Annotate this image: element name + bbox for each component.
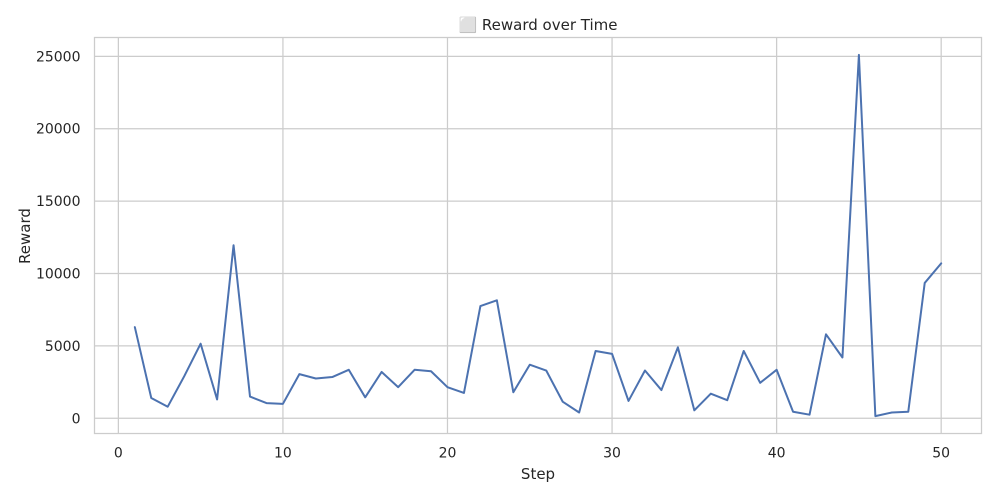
data-point — [132, 325, 137, 330]
y-tick-label: 25000 — [36, 49, 81, 65]
data-point — [412, 367, 417, 372]
y-tick-label: 10000 — [36, 267, 81, 283]
x-tick-label: 50 — [932, 446, 950, 462]
data-point — [807, 412, 812, 417]
data-point — [741, 348, 746, 353]
data-point — [889, 410, 894, 415]
data-point — [527, 362, 532, 367]
y-axis-label: Reward — [16, 208, 34, 264]
data-point — [330, 375, 335, 380]
y-tick-label: 5000 — [45, 339, 81, 355]
data-point — [873, 414, 878, 419]
data-point — [593, 348, 598, 353]
data-point — [313, 376, 318, 381]
x-tick-label: 30 — [603, 446, 621, 462]
data-point — [461, 390, 466, 395]
data-point — [182, 374, 187, 379]
data-point — [264, 401, 269, 406]
data-point — [478, 304, 483, 309]
x-tick-label: 20 — [439, 446, 457, 462]
data-point — [511, 390, 516, 395]
data-point — [215, 397, 220, 402]
grid — [94, 37, 982, 434]
data-point — [149, 396, 154, 401]
y-tick-label: 15000 — [36, 194, 81, 210]
data-point — [231, 243, 236, 248]
data-point — [659, 388, 664, 393]
data-point — [346, 367, 351, 372]
data-point — [577, 410, 582, 415]
plot-frame — [93, 36, 983, 435]
data-point — [280, 401, 285, 406]
data-point — [675, 345, 680, 350]
data-point — [642, 368, 647, 373]
data-point — [396, 385, 401, 390]
data-point — [840, 355, 845, 360]
data-point — [248, 394, 253, 399]
series-layer — [132, 52, 944, 419]
data-point — [708, 391, 713, 396]
series-line — [133, 53, 943, 418]
y-tick-label: 20000 — [36, 122, 81, 138]
x-tick-label: 10 — [274, 446, 292, 462]
data-point — [791, 409, 796, 414]
data-point — [823, 332, 828, 337]
data-point — [725, 398, 730, 403]
data-point — [906, 409, 911, 414]
data-point — [494, 298, 499, 303]
data-point — [544, 368, 549, 373]
data-point — [856, 52, 861, 57]
x-tick-label: 40 — [768, 446, 786, 462]
data-point — [445, 385, 450, 390]
x-axis-label: Step — [521, 465, 555, 483]
data-point — [939, 261, 944, 266]
data-point — [626, 398, 631, 403]
data-point — [692, 408, 697, 413]
data-point — [297, 372, 302, 377]
data-point — [560, 399, 565, 404]
data-point — [922, 280, 927, 285]
data-point — [379, 369, 384, 374]
data-point — [363, 395, 368, 400]
data-point — [198, 341, 203, 346]
data-point — [610, 351, 615, 356]
x-tick-label: 0 — [114, 446, 123, 462]
data-point — [429, 369, 434, 374]
tick-labels: 0 10 20 30 40 50 0 5000 10000 15000 20000 25000 — [36, 49, 950, 461]
data-point — [774, 367, 779, 372]
chart-title: ⬜ Reward over Time — [458, 16, 617, 34]
data-point — [758, 380, 763, 385]
y-tick-label: 0 — [72, 411, 81, 427]
data-point — [165, 404, 170, 409]
